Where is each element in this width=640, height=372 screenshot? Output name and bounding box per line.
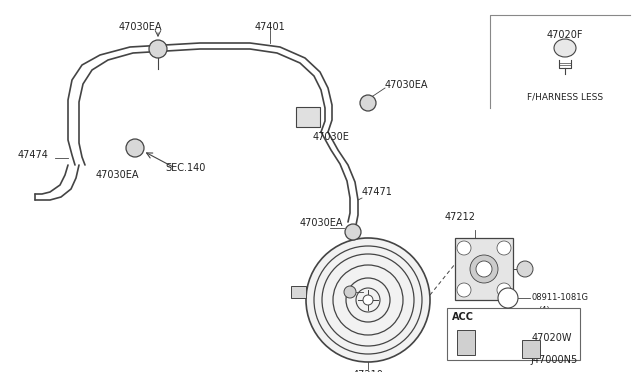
Bar: [291, 286, 306, 298]
Text: 47401: 47401: [255, 22, 285, 32]
Circle shape: [517, 261, 533, 277]
Circle shape: [497, 241, 511, 255]
Circle shape: [498, 288, 518, 308]
Circle shape: [476, 261, 492, 277]
Ellipse shape: [554, 39, 576, 57]
Bar: [447, 308, 580, 360]
Bar: [522, 340, 540, 358]
Circle shape: [457, 241, 471, 255]
Text: 47030EA: 47030EA: [300, 218, 344, 228]
Circle shape: [345, 224, 361, 240]
Bar: [457, 330, 475, 355]
Text: (4): (4): [538, 306, 550, 315]
Text: 08911-1081G: 08911-1081G: [531, 293, 588, 302]
Circle shape: [306, 238, 430, 362]
Circle shape: [457, 283, 471, 297]
Circle shape: [344, 286, 356, 298]
Circle shape: [470, 255, 498, 283]
Bar: [296, 107, 320, 127]
Bar: [455, 238, 513, 300]
Text: SEC.140: SEC.140: [165, 163, 205, 173]
Circle shape: [363, 295, 373, 305]
Text: 47471: 47471: [362, 187, 393, 197]
Circle shape: [497, 283, 511, 297]
Text: F/HARNESS LESS: F/HARNESS LESS: [527, 92, 603, 101]
Text: ACC: ACC: [452, 312, 474, 322]
Text: 47030EA: 47030EA: [118, 22, 162, 32]
Text: 47020F: 47020F: [547, 30, 583, 40]
Text: 47030EA: 47030EA: [385, 80, 429, 90]
Text: 47030E: 47030E: [313, 132, 350, 142]
Text: J47000N5: J47000N5: [530, 355, 577, 365]
Text: 47210: 47210: [353, 370, 383, 372]
Text: 47030EA: 47030EA: [95, 170, 139, 180]
Text: 47474: 47474: [18, 150, 49, 160]
Circle shape: [126, 139, 144, 157]
Text: 47212: 47212: [445, 212, 476, 222]
Text: 47020W: 47020W: [532, 333, 573, 343]
Circle shape: [149, 40, 167, 58]
Circle shape: [360, 95, 376, 111]
Text: N: N: [504, 294, 511, 302]
